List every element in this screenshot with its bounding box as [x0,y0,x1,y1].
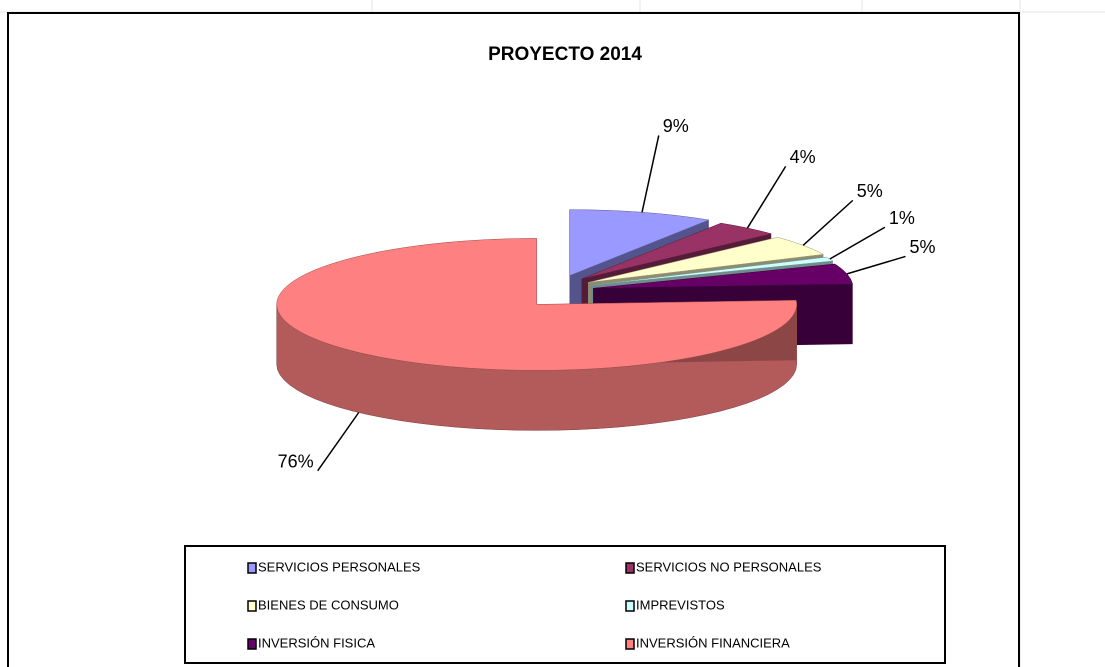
legend-swatch [247,638,257,650]
legend-label: SERVICIOS NO PERSONALES [636,559,822,574]
leader-line [829,226,886,260]
legend-swatch [625,562,635,574]
leader-line [641,135,660,213]
leader-line [317,412,360,472]
legend-swatch [625,638,635,650]
data-label: 9% [663,116,689,136]
legend-swatch [247,562,257,574]
pie [276,209,853,431]
legend-label: BIENES DE CONSUMO [258,597,399,612]
pie-slice [276,238,797,371]
legend-label: SERVICIOS PERSONALES [258,559,421,574]
legend-label: INVERSIÓN FINANCIERA [636,635,790,650]
data-label: 5% [909,237,935,257]
data-label: 1% [889,208,915,228]
leader-line [846,255,906,275]
legend-label: IMPREVISTOS [636,597,725,612]
legend-swatch [247,600,257,612]
pie-slice [581,222,772,280]
pie-slice [588,237,825,283]
legend-box [184,545,946,664]
leader-line [802,199,854,246]
pie-tops [276,209,853,371]
legend-swatch [625,600,635,612]
leader-line [746,166,787,229]
chart-title: PROYECTO 2014 [488,44,642,65]
pie-slice [569,209,710,277]
data-label: 4% [790,147,816,167]
data-label: 5% [857,181,883,201]
legend-label: INVERSIÓN FISICA [258,635,375,650]
data-label: 76% [278,452,314,472]
pie-slice [593,263,853,289]
